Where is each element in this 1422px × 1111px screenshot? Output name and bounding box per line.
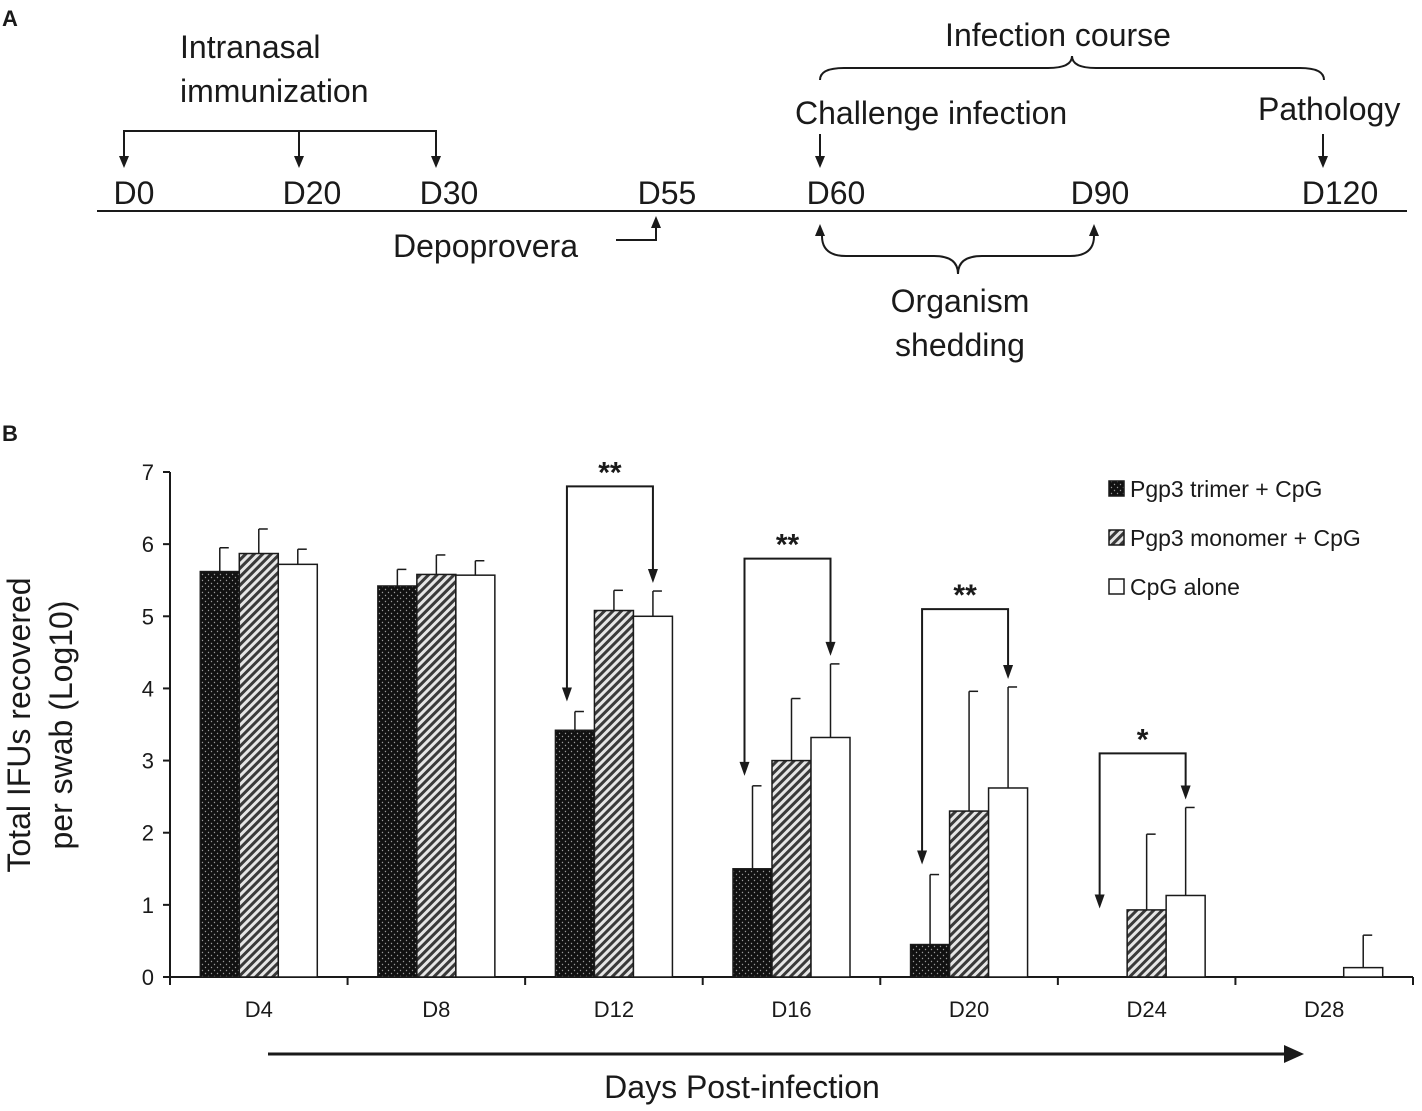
immunization-arrowhead-d20	[294, 156, 304, 168]
pathology-arrowhead	[1318, 156, 1328, 168]
y-tick-label: 6	[142, 532, 154, 557]
infection-course-label: Infection course	[945, 17, 1171, 53]
x-tick-label: D28	[1304, 997, 1344, 1022]
y-tick-label: 2	[142, 821, 154, 846]
x-tick-label: D16	[771, 997, 811, 1022]
significance-bracket	[565, 485, 654, 690]
significance-bracket	[743, 557, 832, 764]
panel-a: A D0 D20 D30 D55 D60 D90 D120 Intranasal…	[2, 6, 1407, 363]
timeline-mark-d55: D55	[638, 175, 697, 211]
shedding-arrowhead-d90	[1089, 224, 1099, 236]
significance-label: *	[1137, 723, 1149, 756]
significance-arrowhead	[647, 569, 658, 584]
bar-open	[455, 574, 496, 978]
significance-arrowhead	[739, 761, 750, 776]
x-tick-label: D8	[422, 997, 450, 1022]
legend-label-trimer: Pgp3 trimer + CpG	[1130, 476, 1322, 502]
bar-open	[277, 563, 319, 978]
panel-b-label: B	[2, 421, 18, 446]
bar-hatch	[948, 810, 990, 978]
bar-dots	[199, 570, 241, 978]
challenge-arrowhead	[815, 156, 825, 168]
infection-course-brace	[819, 55, 1325, 81]
timeline-mark-d20: D20	[283, 175, 342, 211]
y-axis-title-line1: Total IFUs recovered	[1, 577, 37, 872]
significance-arrowhead	[825, 641, 836, 656]
x-tick-label: D24	[1126, 997, 1166, 1022]
significance-label: **	[776, 529, 800, 562]
timeline-mark-d60: D60	[807, 175, 866, 211]
bar-hatch	[771, 759, 812, 978]
y-tick-label: 7	[142, 460, 154, 485]
legend-label-monomer: Pgp3 monomer + CpG	[1130, 525, 1361, 551]
y-tick-label: 1	[142, 893, 154, 918]
x-axis-title: Days Post-infection	[604, 1069, 880, 1105]
y-tick-label: 5	[142, 604, 154, 629]
bar-hatch	[238, 552, 280, 978]
timeline-mark-d30: D30	[420, 175, 479, 211]
significance-label: **	[598, 456, 622, 489]
legend: Pgp3 trimer + CpG Pgp3 monomer + CpG CpG…	[1108, 476, 1361, 600]
immunization-label-line2: immunization	[180, 73, 369, 109]
y-tick-label: 0	[142, 965, 154, 990]
pathology-label: Pathology	[1258, 91, 1400, 127]
bar-open	[1342, 966, 1384, 978]
immunization-arrowhead-d0	[119, 156, 129, 168]
panel-a-label: A	[2, 6, 18, 31]
immunization-arrowhead-d30	[431, 156, 441, 168]
timeline-mark-d90: D90	[1071, 175, 1130, 211]
timeline-mark-d0: D0	[114, 175, 155, 211]
significance-arrowhead	[561, 687, 572, 702]
y-axis-title-line2: per swab (Log10)	[43, 600, 79, 849]
depoprovera-arrow	[616, 226, 657, 241]
days-arrowhead	[1284, 1045, 1304, 1063]
y-tick-label: 3	[142, 749, 154, 774]
bar-hatch	[1126, 909, 1167, 978]
bar-hatch	[593, 609, 635, 978]
immunization-label-line1: Intranasal	[180, 29, 321, 65]
bar-dots	[909, 943, 951, 978]
x-tick-label: D12	[594, 997, 634, 1022]
shedding-brace	[821, 235, 1095, 275]
bar-hatch	[416, 573, 457, 978]
bar-dots	[554, 729, 596, 978]
immunization-bracket	[123, 130, 437, 160]
significance-arrowhead	[1094, 894, 1105, 909]
significance-arrowhead	[1180, 785, 1191, 800]
significance-arrowhead	[1003, 664, 1014, 679]
significance-bracket	[921, 608, 1010, 853]
shedding-label-line2: shedding	[895, 327, 1025, 363]
bar-open	[810, 736, 851, 978]
bar-open	[987, 787, 1029, 978]
x-tick-label: D4	[245, 997, 273, 1022]
significance-bracket	[1098, 752, 1187, 897]
bar-open	[1165, 894, 1206, 978]
panel-b: B Total IFUs recovered per swab (Log10) …	[1, 421, 1414, 1105]
legend-swatch-monomer	[1108, 529, 1125, 546]
legend-label-cpg: CpG alone	[1130, 574, 1240, 600]
legend-swatch-trimer	[1108, 480, 1125, 497]
legend-swatch-cpg	[1108, 578, 1125, 595]
bar-dots	[377, 585, 418, 978]
significance-label: **	[953, 579, 977, 612]
shedding-arrowhead-d60	[815, 224, 825, 236]
bar-dots	[732, 868, 773, 978]
depoprovera-label: Depoprovera	[393, 228, 578, 264]
challenge-label: Challenge infection	[795, 95, 1067, 131]
depoprovera-arrowhead	[651, 216, 661, 228]
significance-arrowhead	[917, 850, 928, 865]
timeline-mark-d120: D120	[1302, 175, 1379, 211]
bar-open	[632, 615, 674, 978]
x-tick-label: D20	[949, 997, 989, 1022]
y-tick-label: 4	[142, 676, 154, 701]
shedding-label-line1: Organism	[891, 283, 1030, 319]
